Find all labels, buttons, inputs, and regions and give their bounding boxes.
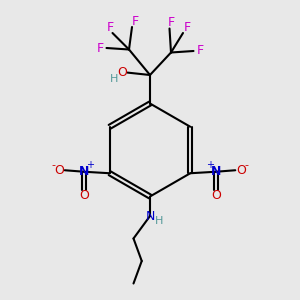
Text: F: F [106,21,114,34]
Text: F: F [132,15,139,28]
Text: F: F [196,44,204,58]
Text: O: O [236,164,246,177]
Text: -: - [52,160,56,170]
Text: F: F [96,41,103,55]
Text: O: O [211,189,221,202]
Text: F: F [167,16,175,29]
Text: O: O [79,189,89,202]
Text: N: N [211,165,221,178]
Text: O: O [117,66,127,79]
Text: -: - [244,160,248,170]
Text: H: H [155,216,163,226]
Text: H: H [110,74,118,84]
Text: N: N [145,209,155,223]
Text: +: + [206,160,214,170]
Text: O: O [54,164,64,177]
Text: N: N [79,165,89,178]
Text: F: F [184,21,191,34]
Text: +: + [85,160,94,170]
